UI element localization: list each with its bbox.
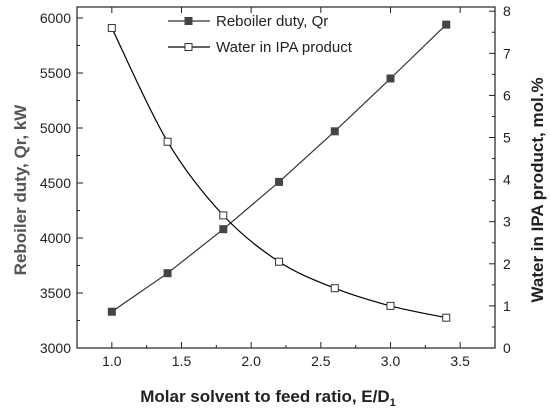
x-axis-title-main: Molar solvent to feed ratio, E/D [140,387,389,406]
data-point-water-in-ipa [386,301,395,310]
plot-area [76,6,496,349]
x-tick-label: 2.0 [241,353,261,369]
legend-marker-water [184,43,193,51]
data-point-reboiler-duty [107,307,116,316]
series-line-reboiler-duty [111,24,447,313]
axis-ticks: 1.0 1.5 2.0 2.5 3.0 3.53000350040004500500055… [40,3,511,369]
y-right-tick-label: 5 [503,130,511,146]
y-axis-right-title: Water in IPA product, mol.% [528,77,547,302]
legend: Reboiler duty, Qr Water in IPA product [168,13,353,56]
y-right-tick-label: 7 [503,45,511,61]
x-tick-label: 2.5 [311,353,331,369]
x-tick-label: 1.0 [102,353,122,369]
series-line-water-in-ipa [111,27,447,319]
x-axis-title: Molar solvent to feed ratio, E/D1 [140,387,396,409]
x-tick-label: 1.5 [172,353,192,369]
series-group [107,20,451,322]
y-left-tick-label: 5500 [40,65,71,81]
y-right-tick-label: 4 [503,172,511,188]
data-point-water-in-ipa [107,24,116,33]
legend-marker-reboiler-duty [184,17,193,25]
y-right-tick-label: 6 [503,87,511,103]
y-axis-left-title: Reboiler duty, Qr, kW [11,104,30,276]
legend-label-water: Water in IPA product [216,39,353,56]
y-right-tick-label: 0 [503,340,511,356]
y-right-tick-label: 2 [503,256,511,272]
y-left-tick-label: 4000 [40,230,71,246]
data-point-reboiler-duty [386,74,395,83]
y-left-tick-label: 4500 [40,175,71,191]
x-tick-label: 3.5 [450,353,470,369]
data-point-reboiler-duty [442,20,451,29]
y-left-tick-label: 6000 [40,10,71,26]
y-right-tick-label: 8 [503,3,511,19]
y-left-tick-label: 3500 [40,285,71,301]
x-tick-label: 3.0 [381,353,401,369]
y-left-tick-label: 3000 [40,340,71,356]
data-point-reboiler-duty [163,269,172,278]
y-left-tick-label: 5000 [40,120,71,136]
data-point-water-in-ipa [163,137,172,146]
data-point-water-in-ipa [442,313,451,322]
y-right-tick-label: 3 [503,214,511,230]
y-right-tick-label: 1 [503,298,511,314]
data-point-reboiler-duty [219,225,228,234]
data-point-reboiler-duty [330,127,339,136]
plot-frame [76,6,496,349]
x-axis-title-subscript: 1 [390,397,396,409]
data-point-water-in-ipa [219,211,228,220]
data-point-water-in-ipa [330,284,339,293]
legend-label-reboiler-duty: Reboiler duty, Qr [216,13,328,30]
data-point-water-in-ipa [275,257,284,266]
data-point-reboiler-duty [275,177,284,186]
